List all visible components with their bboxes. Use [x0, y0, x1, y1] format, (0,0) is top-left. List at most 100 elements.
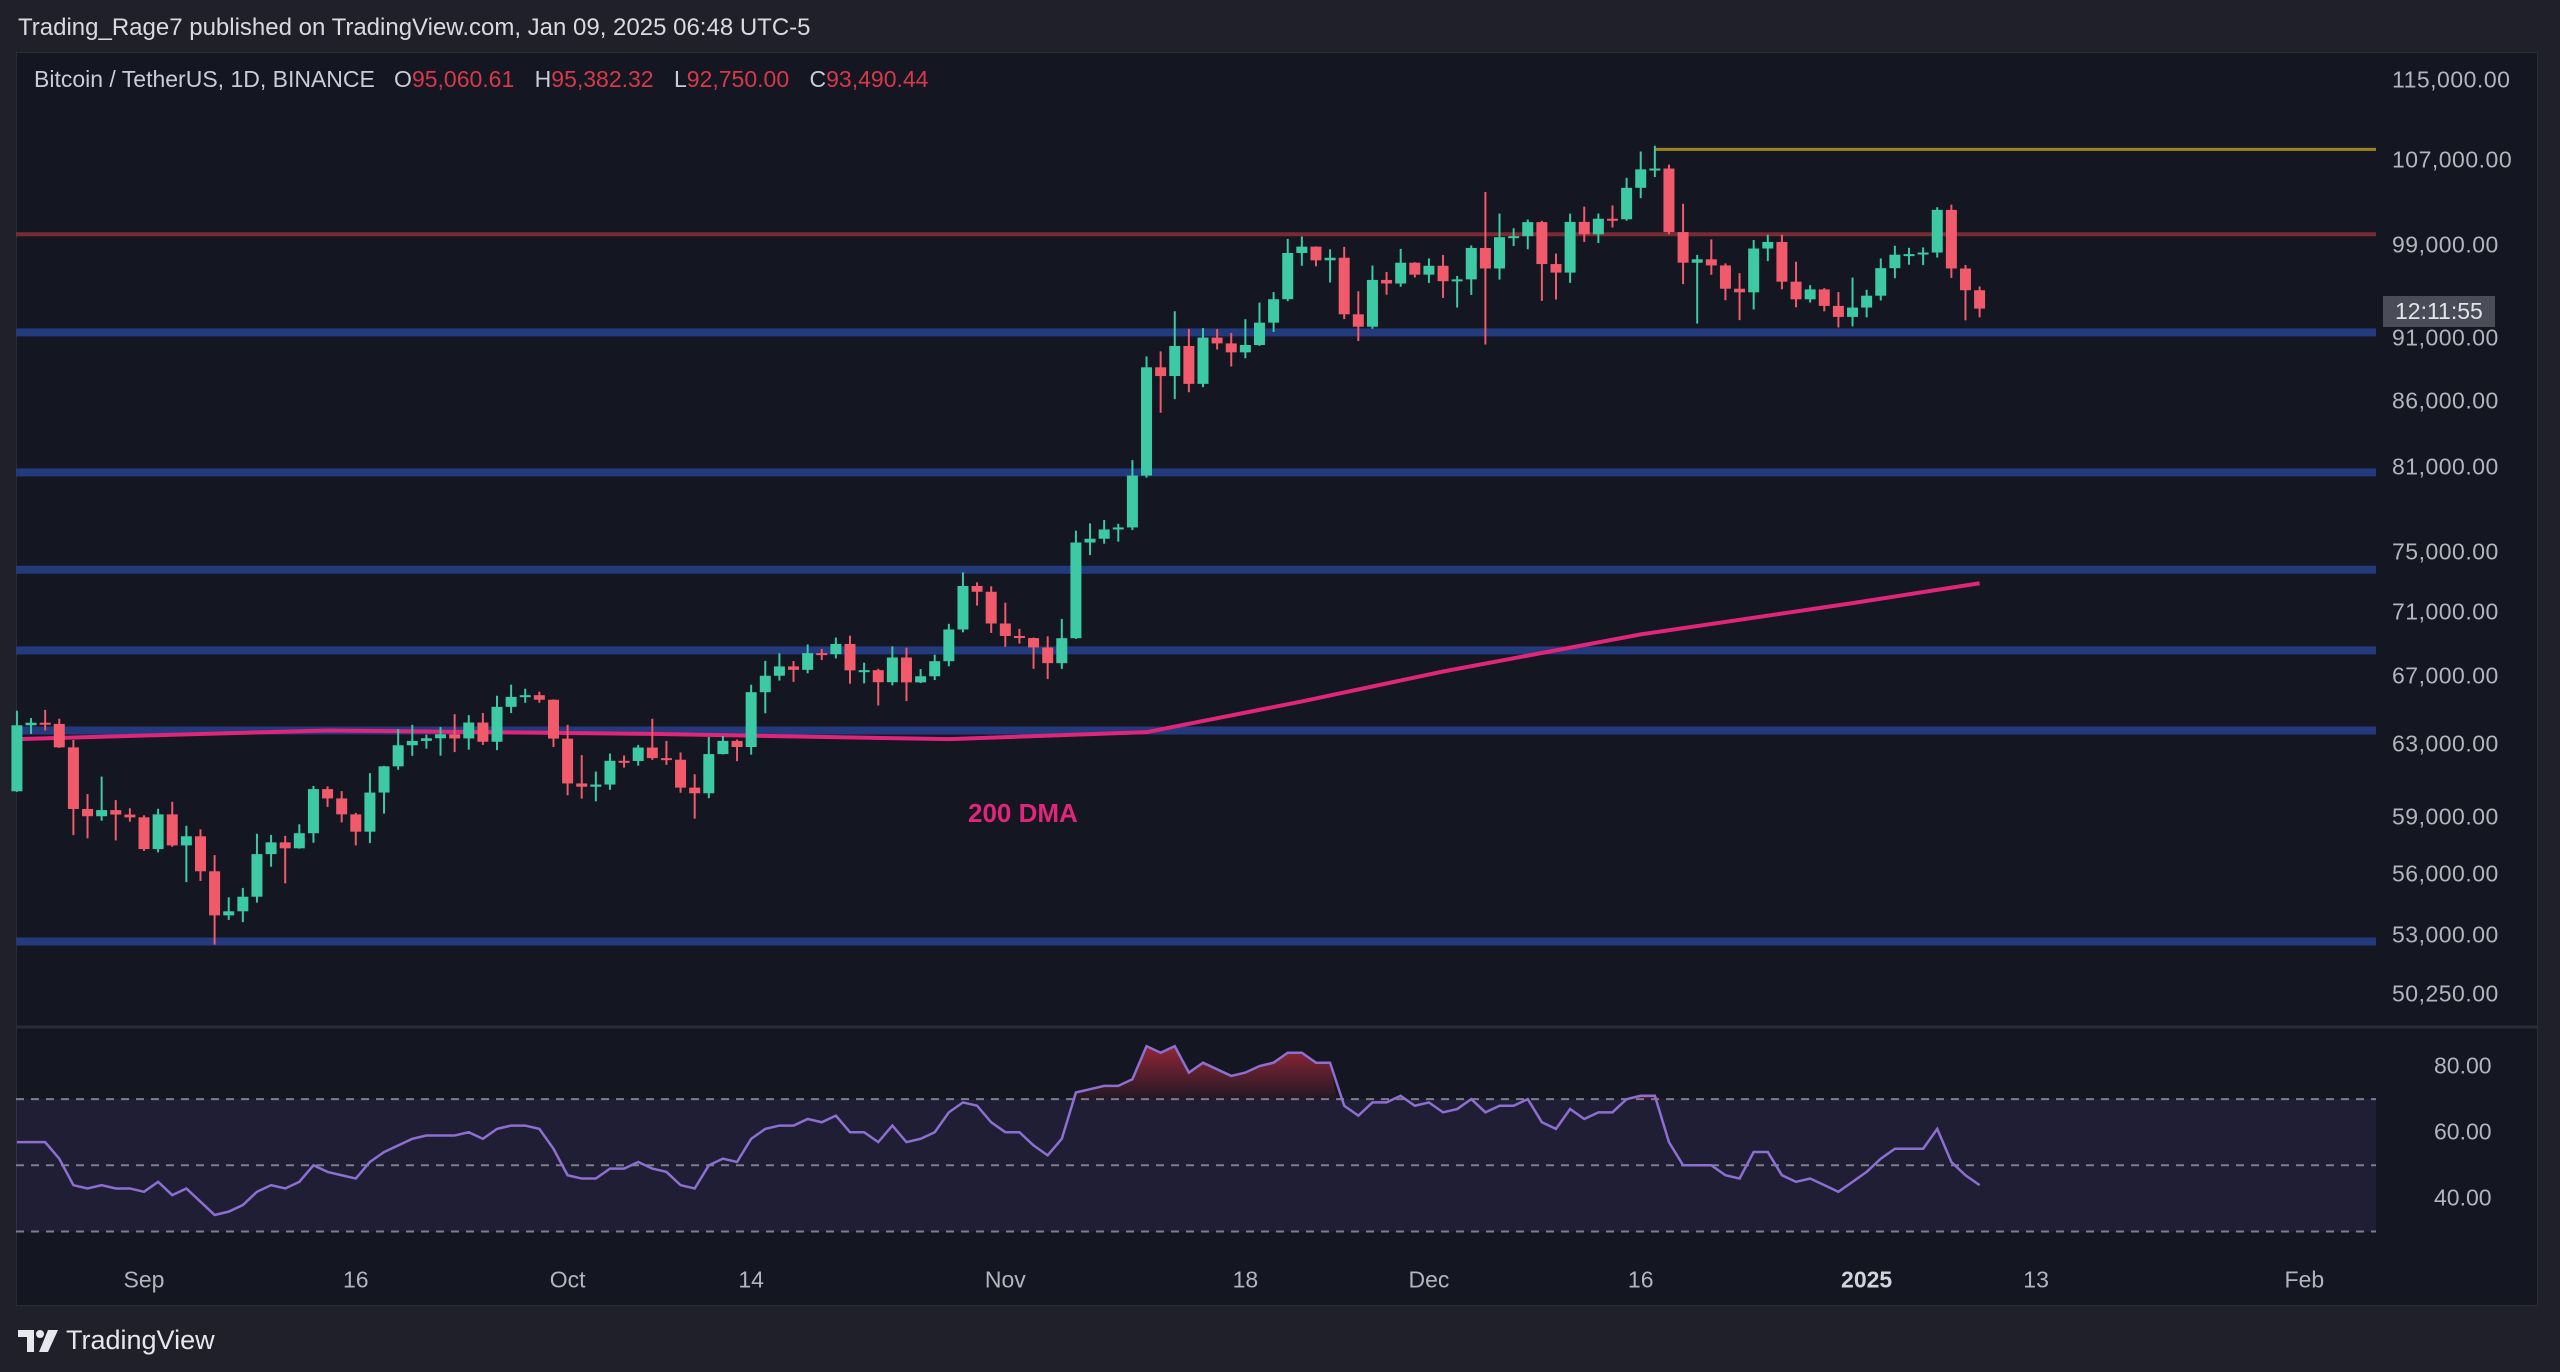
- candle-body: [1931, 209, 1943, 253]
- candle-body: [1296, 246, 1308, 254]
- candle-body: [1776, 241, 1788, 282]
- candle-body: [604, 760, 616, 785]
- candle-body: [844, 643, 856, 671]
- candle-body: [1508, 236, 1520, 239]
- candle-body: [180, 836, 192, 846]
- candle-body: [1564, 221, 1576, 273]
- candle-body: [1621, 187, 1633, 220]
- candle-body: [1324, 257, 1336, 261]
- close-label: C: [809, 66, 827, 92]
- price-tick: 75,000.00: [2392, 538, 2499, 565]
- candle-body: [322, 789, 334, 799]
- candle-body: [1875, 268, 1887, 296]
- candle-body: [1945, 209, 1957, 269]
- candle-body: [53, 723, 65, 748]
- time-tick: Feb: [2284, 1266, 2325, 1293]
- candle-body: [1098, 529, 1110, 539]
- candle-body: [576, 783, 588, 787]
- candle-body: [802, 653, 814, 670]
- candle-body: [632, 747, 644, 761]
- time-tick: 18: [1232, 1266, 1259, 1293]
- candle-body: [124, 814, 136, 818]
- candle-body: [1070, 542, 1082, 639]
- candle-body: [223, 911, 235, 916]
- candle-body: [547, 699, 559, 739]
- candle-body: [152, 814, 164, 850]
- candle-body: [96, 810, 108, 817]
- open-value: 95,060.61: [411, 66, 515, 92]
- candle-body: [1550, 264, 1562, 273]
- candle-body: [110, 810, 122, 815]
- candle-body: [759, 675, 771, 693]
- dma-200-line: [16, 581, 1980, 742]
- candle-body: [1169, 345, 1181, 377]
- candle-body: [251, 854, 263, 897]
- time-tick: 13: [2023, 1266, 2049, 1293]
- candle-body: [1056, 638, 1068, 664]
- candle-body: [1423, 265, 1435, 275]
- candle-body: [138, 817, 150, 850]
- candle-body: [1861, 295, 1873, 308]
- candle-body: [1790, 281, 1802, 300]
- price-tick: 115,000.00: [2392, 66, 2511, 93]
- candle-body: [562, 738, 574, 784]
- candle-body: [943, 629, 955, 662]
- candle-body: [1352, 314, 1364, 327]
- candle-body: [886, 657, 898, 683]
- candle-body: [1268, 299, 1280, 323]
- dma-200-label: 200 DMA: [968, 798, 1078, 828]
- price-tick: 107,000.00: [2392, 146, 2513, 173]
- candle-body: [1451, 279, 1463, 282]
- rsi-line: [16, 1044, 1981, 1217]
- candle-body: [82, 808, 94, 817]
- high-label: H: [534, 66, 552, 92]
- candle-body: [1183, 345, 1195, 384]
- candle-body: [1762, 241, 1774, 249]
- time-tick: 16: [343, 1266, 369, 1293]
- candle-body: [505, 696, 517, 707]
- candle-body: [590, 784, 602, 787]
- candle-body: [957, 585, 969, 630]
- open-label: O: [394, 66, 412, 92]
- candle-body: [1635, 169, 1647, 188]
- price-tick: 50,250.00: [2392, 980, 2499, 1007]
- candle-body: [336, 798, 348, 815]
- time-tick: Oct: [549, 1266, 586, 1293]
- candle-body: [1013, 635, 1025, 639]
- candle-body: [1338, 257, 1350, 315]
- price-tick: 67,000.00: [2392, 662, 2499, 689]
- price-tick: 91,000.00: [2392, 324, 2499, 351]
- candle-body: [1677, 232, 1689, 263]
- candle-body: [971, 585, 983, 592]
- candle-body: [1197, 337, 1209, 384]
- time-tick: Sep: [123, 1266, 165, 1293]
- candle-body: [1889, 254, 1901, 269]
- candle-body: [1748, 248, 1760, 293]
- candle-body: [1606, 218, 1618, 221]
- candle-body: [1112, 527, 1124, 530]
- candle-body: [449, 734, 461, 739]
- candle-body: [364, 792, 376, 832]
- candle-body: [689, 787, 701, 794]
- candle-body: [265, 842, 277, 855]
- tradingview-logo[interactable]: TradingView: [18, 1325, 215, 1356]
- candle-body: [406, 740, 418, 746]
- candle-body: [491, 706, 503, 742]
- candle-body: [703, 754, 715, 794]
- time-tick: 14: [738, 1266, 764, 1293]
- brand-name: TradingView: [66, 1325, 215, 1355]
- candle-body: [1084, 538, 1096, 543]
- tradingview-logo-icon: [18, 1329, 58, 1352]
- candle-body: [660, 758, 672, 761]
- candle-body: [1042, 647, 1054, 664]
- candle-body: [1494, 237, 1506, 269]
- time-tick: 2025: [1841, 1266, 1893, 1293]
- candle-body: [293, 833, 305, 849]
- candle-body: [915, 676, 927, 683]
- candle-body: [858, 670, 870, 673]
- candle-body: [872, 670, 884, 683]
- price-tick: 81,000.00: [2392, 453, 2499, 480]
- candle-body: [67, 747, 79, 809]
- candle-body: [1592, 218, 1604, 235]
